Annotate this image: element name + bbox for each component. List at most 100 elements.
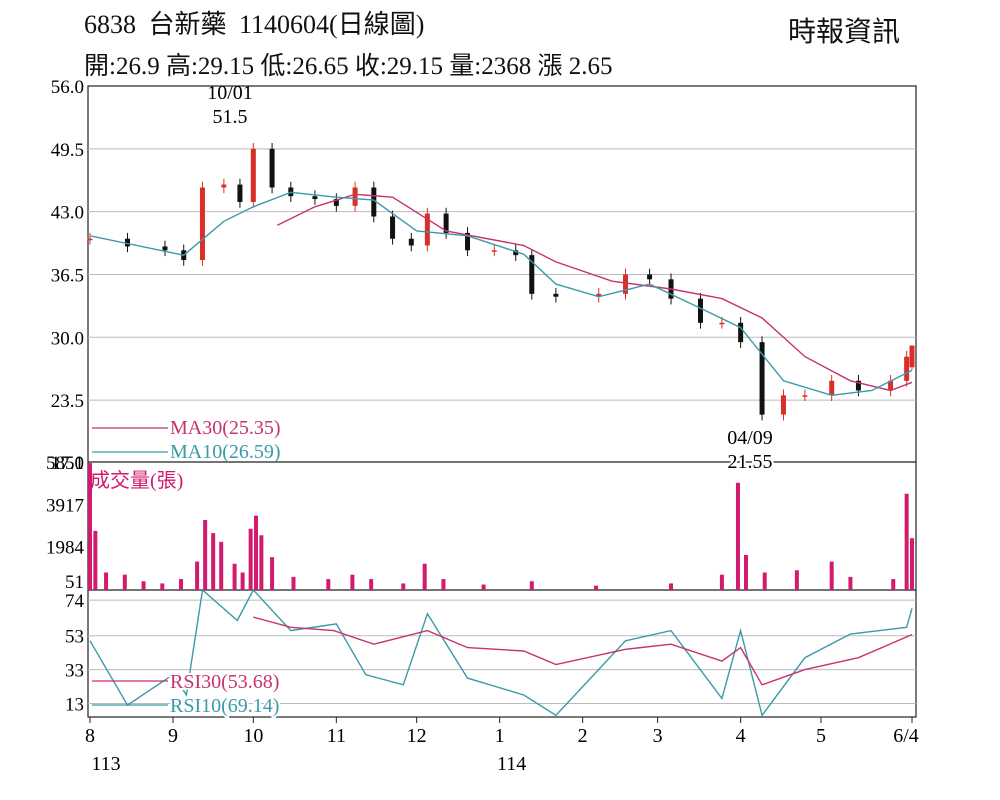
candle-body	[529, 255, 535, 294]
candle-body	[199, 187, 205, 260]
high-annotation-date: 10/01	[207, 82, 253, 104]
candle-body	[371, 187, 377, 217]
x-month-label: 12	[407, 725, 427, 747]
candle-body	[390, 216, 396, 239]
volume-bar	[259, 535, 264, 590]
candle-body	[87, 238, 93, 241]
volume-bar	[719, 574, 724, 590]
volume-title: 成交量(張)	[90, 469, 183, 492]
candle-body	[250, 148, 256, 202]
candle-body	[738, 322, 744, 343]
stock-name: 台新藥	[148, 10, 227, 39]
volume-bar	[254, 515, 259, 590]
candle-body	[596, 293, 602, 297]
high-annotation-value: 51.5	[213, 106, 248, 128]
volume-bar	[350, 574, 355, 590]
candle-body	[697, 298, 703, 323]
volume-bar	[88, 463, 92, 590]
volume-bar	[270, 557, 275, 590]
x-month-label: 3	[653, 725, 663, 747]
candle-body	[802, 395, 808, 397]
candle-body	[162, 246, 168, 251]
price-tick-label: 56.0	[51, 77, 84, 98]
price-tick-label: 23.5	[51, 391, 84, 412]
candle-body	[352, 187, 358, 206]
volume-bar	[326, 579, 331, 590]
price-tick-label: 30.0	[51, 328, 84, 349]
volume-bar	[422, 563, 427, 590]
candle-body	[424, 213, 430, 246]
volume-bar	[232, 563, 237, 590]
rsi10-legend-label: RSI10(69.14)	[170, 695, 279, 717]
candle-body	[759, 342, 765, 415]
volume-bar	[291, 576, 296, 590]
rsi-tick-label: 74	[65, 591, 85, 612]
volume-bar	[762, 572, 767, 590]
x-month-label: 6/4	[893, 725, 919, 747]
chart-header-title: 6838 台新藥 1140604(日線圖)	[84, 4, 430, 41]
volume-bar	[369, 579, 374, 590]
volume-tick-label: 5850	[46, 453, 84, 474]
candle-body	[623, 274, 629, 294]
candle-body	[888, 380, 894, 391]
x-month-label: 2	[578, 725, 588, 747]
volume-bar	[594, 585, 599, 590]
price-tick-label: 49.5	[51, 140, 84, 161]
x-year-label: 113	[91, 753, 120, 775]
candle-body	[553, 293, 559, 297]
volume-tick-label: 1984	[46, 538, 85, 559]
volume-bar	[910, 538, 914, 590]
ma30-line	[277, 193, 913, 392]
candle-body	[909, 345, 915, 368]
rsi30-line	[253, 616, 913, 686]
x-month-label: 9	[168, 725, 178, 747]
volume-tick-label: 51	[65, 572, 84, 593]
price-tick-label: 43.0	[51, 203, 84, 224]
volume-tick-label: 3917	[46, 495, 84, 516]
x-month-label: 1	[495, 725, 505, 747]
ma10-line	[89, 191, 913, 397]
price-tick-label: 17.1	[51, 453, 84, 474]
volume-bar	[160, 583, 165, 590]
volume-bar	[848, 576, 853, 590]
candle-body	[124, 238, 130, 247]
price-tick-label: 36.5	[51, 265, 84, 286]
candle-body	[333, 199, 339, 206]
volume-bar	[248, 528, 253, 590]
rsi10-line	[89, 588, 913, 717]
ma10-legend-label: MA10(26.59)	[170, 441, 281, 463]
volume-bar	[240, 572, 245, 590]
stock-code: 6838	[84, 10, 136, 39]
x-month-label: 8	[85, 725, 95, 747]
volume-bar	[203, 519, 208, 590]
candle-body	[408, 238, 414, 246]
volume-bar	[669, 583, 674, 590]
candle-body	[513, 250, 519, 256]
rsi30-legend-label: RSI30(53.68)	[170, 671, 279, 693]
data-source: 時報資訊	[788, 17, 901, 48]
candle-body	[780, 395, 786, 415]
x-month-label: 5	[816, 725, 826, 747]
volume-bar	[743, 554, 748, 590]
volume-bar	[219, 541, 224, 590]
volume-bar	[122, 574, 127, 590]
candle-body	[829, 380, 835, 396]
volume-bar	[529, 581, 534, 590]
volume-bar	[93, 530, 98, 590]
candle-body	[491, 250, 497, 252]
x-month-label: 10	[243, 725, 263, 747]
volume-bar	[141, 581, 146, 590]
chart-frame	[87, 85, 917, 718]
volume-bar	[401, 583, 406, 590]
x-month-label: 11	[327, 725, 346, 747]
x-month-label: 4	[736, 725, 746, 747]
rsi-tick-label: 13	[65, 694, 84, 715]
candle-body	[465, 232, 471, 251]
candle-body	[719, 322, 725, 325]
x-year-label: 114	[497, 753, 526, 775]
volume-bar	[211, 533, 216, 590]
volume-bar	[481, 584, 486, 590]
rsi-tick-label: 33	[65, 661, 84, 682]
volume-bar	[904, 493, 909, 590]
